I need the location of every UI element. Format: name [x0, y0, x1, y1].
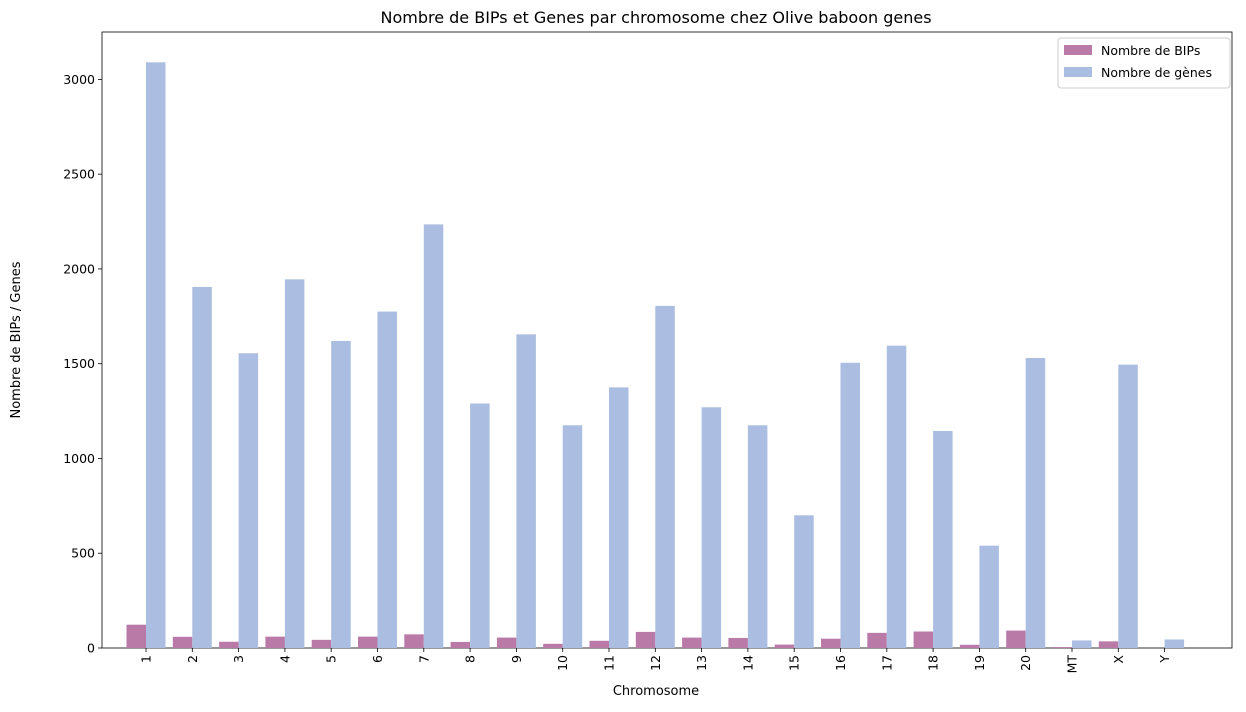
bar-genes-MT — [1072, 640, 1092, 648]
bar-bips-15 — [774, 644, 795, 648]
bar-genes-7 — [423, 224, 444, 648]
x-tick-label: 10 — [555, 655, 570, 671]
legend-swatch-genes — [1064, 67, 1092, 77]
bar-bips-13 — [682, 637, 702, 648]
bar-genes-17 — [886, 345, 907, 648]
bar-bips-11 — [589, 640, 609, 648]
x-tick-label: 6 — [370, 655, 385, 663]
bar-genes-12 — [655, 305, 675, 648]
x-tick-label: 19 — [972, 655, 987, 671]
x-tick-label: 5 — [324, 655, 339, 663]
y-tick-label: 1500 — [63, 356, 95, 371]
bars — [126, 62, 1185, 648]
bar-bips-9 — [496, 637, 517, 648]
bar-bips-8 — [450, 641, 471, 648]
x-tick-label: 11 — [602, 655, 617, 671]
bar-bips-19 — [959, 644, 980, 648]
x-tick-label: 9 — [509, 655, 524, 663]
bar-genes-10 — [562, 425, 583, 648]
x-tick-label: 2 — [185, 655, 200, 663]
x-tick-label: 8 — [463, 655, 478, 663]
x-tick-label: 1 — [139, 655, 154, 663]
x-tick-label: MT — [1065, 655, 1080, 674]
bar-genes-8 — [470, 403, 490, 648]
y-tick-label: 3000 — [63, 72, 95, 87]
bar-genes-Y — [1164, 639, 1185, 648]
x-tick-label: 12 — [648, 655, 663, 671]
y-tick-label: 2500 — [63, 167, 95, 182]
x-tick-label: Y — [1157, 655, 1172, 664]
x-tick-label: 13 — [694, 655, 709, 671]
x-tick-label: 7 — [416, 655, 431, 663]
y-tick-label: 500 — [71, 546, 95, 561]
y-tick-label: 1000 — [63, 451, 95, 466]
x-tick-label: X — [1111, 655, 1126, 664]
bar-genes-3 — [238, 353, 259, 648]
bar-genes-4 — [284, 279, 305, 648]
x-tick-label: 20 — [1018, 655, 1033, 671]
bar-bips-17 — [867, 632, 887, 648]
bar-genes-5 — [331, 340, 351, 648]
bar-bips-18 — [913, 631, 934, 648]
tick-labels: 1 2 3 4 5 6 7 8 9 10 11 12 13 14 15 16 17 18 19 20 MT X Y05001… — [63, 72, 1172, 674]
bar-bips-1 — [126, 624, 146, 648]
x-axis-label: Chromosome — [613, 684, 699, 699]
legend-frame — [1057, 37, 1231, 89]
bar-bips-6 — [358, 636, 378, 648]
bar-genes-15 — [794, 515, 814, 648]
bar-genes-6 — [377, 311, 397, 648]
legend-swatch-bips — [1064, 45, 1092, 55]
bar-genes-20 — [1025, 358, 1046, 648]
bar-genes-X — [1118, 364, 1138, 648]
bar-genes-18 — [933, 430, 953, 648]
x-tick-label: 3 — [231, 655, 246, 663]
bar-bips-MT — [1052, 647, 1072, 648]
x-tick-label: 15 — [787, 655, 802, 671]
bar-bips-16 — [821, 638, 841, 648]
bar-bips-X — [1098, 641, 1119, 648]
y-axis-label: Nombre de BIPs / Genes — [9, 261, 24, 418]
bar-genes-1 — [146, 62, 166, 648]
x-tick-label: 16 — [833, 655, 848, 671]
bar-bips-2 — [172, 636, 193, 648]
bar-bips-10 — [543, 643, 563, 648]
bar-genes-14 — [747, 425, 768, 648]
y-tick-label: 2000 — [63, 261, 95, 276]
bar-bips-12 — [635, 631, 656, 648]
bar-bips-20 — [1006, 630, 1026, 648]
x-tick-label: 4 — [277, 655, 292, 663]
legend: Nombre de BIPs Nombre de gènes — [1057, 37, 1231, 89]
bar-genes-9 — [516, 334, 536, 648]
x-tick-label: 14 — [740, 655, 755, 671]
bar-genes-16 — [840, 362, 860, 648]
bar-bips-5 — [311, 639, 332, 648]
legend-label-bips: Nombre de BIPs — [1101, 43, 1200, 58]
legend-label-genes: Nombre de gènes — [1101, 65, 1212, 80]
bar-genes-11 — [609, 387, 629, 648]
bar-genes-13 — [701, 407, 722, 648]
bar-bips-4 — [265, 636, 285, 648]
y-tick-label: 0 — [87, 641, 95, 656]
chart-title: Nombre de BIPs et Genes par chromosome c… — [380, 8, 931, 27]
x-tick-label: 18 — [926, 655, 941, 671]
bar-bips-3 — [219, 641, 239, 648]
bar-bips-7 — [404, 634, 424, 648]
x-tick-label: 17 — [879, 655, 894, 671]
bar-genes-19 — [979, 545, 999, 648]
bar-bips-14 — [728, 637, 748, 648]
bar-genes-2 — [192, 286, 212, 648]
